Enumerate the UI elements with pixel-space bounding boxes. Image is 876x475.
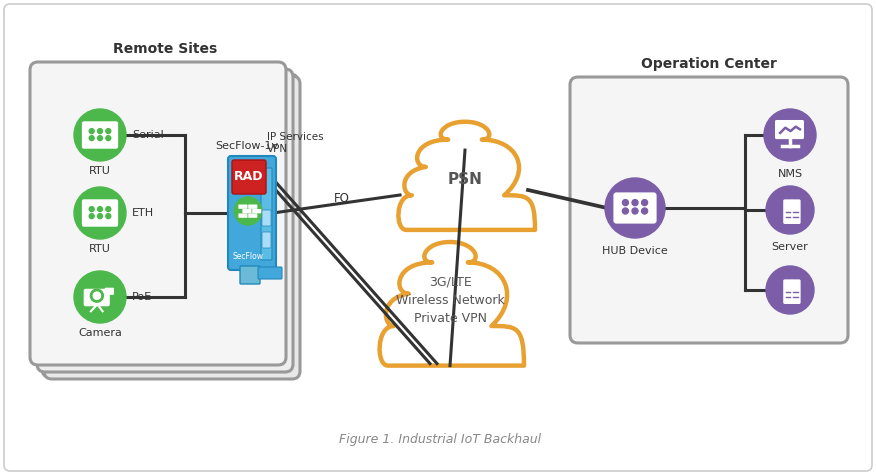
FancyBboxPatch shape [262, 210, 271, 226]
Circle shape [605, 178, 665, 238]
Text: ETH: ETH [132, 208, 154, 218]
FancyBboxPatch shape [105, 288, 114, 295]
Text: Figure 1. Industrial IoT Backhaul: Figure 1. Industrial IoT Backhaul [339, 434, 541, 446]
Text: Operation Center: Operation Center [641, 57, 777, 71]
Circle shape [766, 266, 814, 314]
Circle shape [97, 129, 102, 133]
FancyBboxPatch shape [258, 267, 282, 279]
Text: 3G/LTE
Wireless Network
Private VPN: 3G/LTE Wireless Network Private VPN [396, 276, 505, 324]
Text: IP Services
VPN: IP Services VPN [267, 132, 323, 154]
Circle shape [89, 207, 94, 211]
FancyBboxPatch shape [238, 213, 248, 218]
FancyBboxPatch shape [81, 200, 118, 227]
FancyBboxPatch shape [775, 120, 804, 139]
FancyBboxPatch shape [232, 160, 266, 194]
FancyBboxPatch shape [44, 76, 300, 379]
FancyBboxPatch shape [84, 289, 110, 306]
FancyBboxPatch shape [30, 62, 286, 365]
Circle shape [97, 214, 102, 218]
Text: RTU: RTU [89, 166, 111, 176]
FancyBboxPatch shape [248, 213, 258, 218]
Text: RAD: RAD [234, 171, 264, 183]
Circle shape [632, 200, 638, 206]
Text: FO: FO [334, 192, 350, 205]
Circle shape [623, 208, 628, 214]
Text: Remote Sites: Remote Sites [113, 42, 217, 56]
Text: Server: Server [772, 242, 809, 252]
Text: HUB Device: HUB Device [602, 246, 668, 256]
Circle shape [234, 197, 262, 225]
Circle shape [74, 187, 126, 239]
FancyBboxPatch shape [248, 204, 258, 209]
Circle shape [74, 271, 126, 323]
Text: NMS: NMS [777, 169, 802, 179]
Circle shape [766, 186, 814, 234]
Circle shape [764, 109, 816, 161]
Circle shape [641, 208, 647, 214]
Circle shape [106, 136, 110, 141]
Circle shape [74, 109, 126, 161]
Text: Serial: Serial [132, 130, 164, 140]
FancyBboxPatch shape [783, 279, 793, 304]
FancyBboxPatch shape [243, 209, 251, 213]
Circle shape [641, 200, 647, 206]
FancyBboxPatch shape [783, 200, 793, 224]
Circle shape [89, 136, 94, 141]
Text: PoE: PoE [132, 292, 152, 302]
FancyBboxPatch shape [81, 121, 118, 149]
Circle shape [89, 214, 94, 218]
FancyBboxPatch shape [613, 192, 657, 224]
FancyBboxPatch shape [262, 232, 271, 248]
PathPatch shape [399, 122, 535, 230]
FancyBboxPatch shape [42, 74, 298, 377]
FancyBboxPatch shape [4, 4, 872, 471]
Circle shape [90, 289, 103, 302]
PathPatch shape [379, 242, 524, 366]
FancyBboxPatch shape [791, 200, 801, 224]
Text: RTU: RTU [89, 244, 111, 254]
Circle shape [89, 129, 94, 133]
Circle shape [93, 292, 101, 299]
FancyBboxPatch shape [37, 69, 293, 372]
FancyBboxPatch shape [240, 266, 260, 284]
Circle shape [106, 207, 110, 211]
Circle shape [632, 208, 638, 214]
FancyBboxPatch shape [238, 204, 248, 209]
FancyBboxPatch shape [228, 156, 276, 270]
FancyBboxPatch shape [261, 168, 272, 260]
Text: SecFlow-1v: SecFlow-1v [215, 141, 279, 151]
Text: SecFlow: SecFlow [232, 252, 264, 261]
FancyBboxPatch shape [252, 209, 261, 213]
FancyBboxPatch shape [570, 77, 848, 343]
Text: PSN: PSN [448, 172, 483, 188]
Circle shape [106, 129, 110, 133]
Circle shape [97, 136, 102, 141]
FancyBboxPatch shape [791, 279, 801, 304]
Circle shape [623, 200, 628, 206]
Text: Camera: Camera [78, 328, 122, 338]
Circle shape [97, 207, 102, 211]
Circle shape [106, 214, 110, 218]
